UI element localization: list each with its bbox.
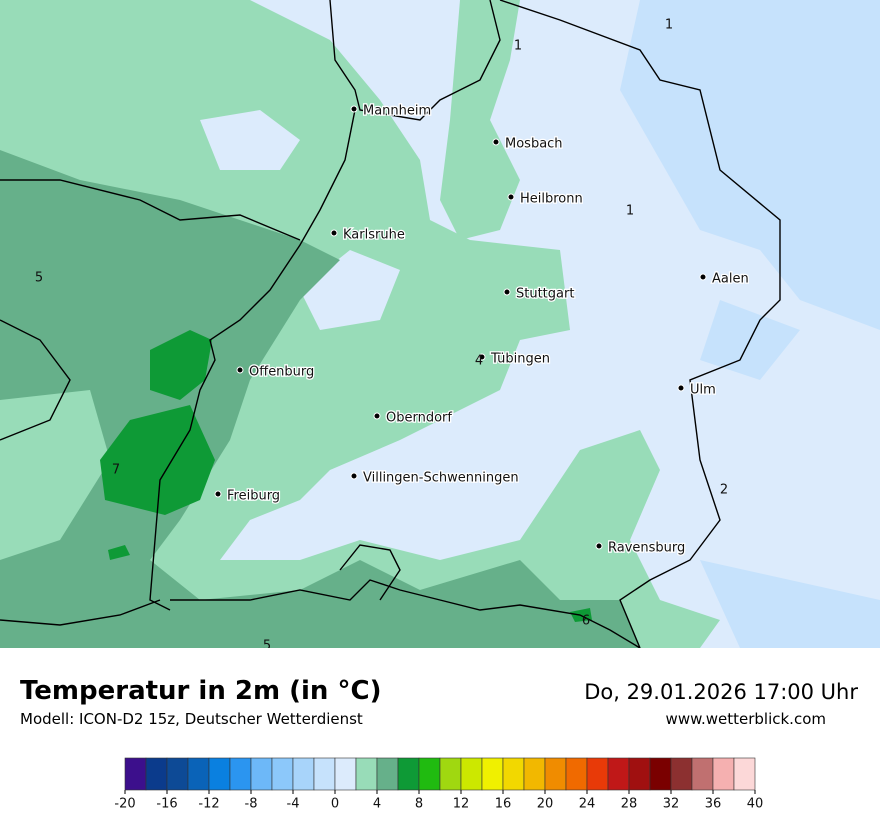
city-label: Offenburg — [249, 365, 314, 380]
colorbar-tick-label: 12 — [453, 797, 470, 812]
colorbar-bin — [292, 757, 315, 791]
colorbar-bin — [481, 757, 504, 791]
date: Do, 29.01.2026 17:00 Uhr — [584, 680, 858, 704]
colorbar-bin — [229, 757, 252, 791]
colorbar-bin — [124, 757, 147, 791]
website: www.wetterblick.com — [666, 710, 826, 728]
city-label: Mannheim — [363, 104, 431, 119]
colorbar-tick-label: 20 — [537, 797, 554, 812]
city-label: Oberndorf — [386, 411, 452, 426]
mild-area — [440, 0, 520, 240]
colorbar-bin — [145, 757, 168, 791]
map-labels: 1 1 1 5 4 7 2 5 6 — [35, 18, 728, 654]
contour-label: 1 — [514, 39, 522, 54]
city-label: Karlsruhe — [343, 228, 405, 243]
city-label: Stuttgart — [516, 287, 574, 302]
city-dot — [503, 288, 511, 296]
colorbar-bin — [607, 757, 630, 791]
city-dot — [350, 472, 358, 480]
colorbar-bin — [586, 757, 609, 791]
colorbar-tick-label: 8 — [415, 797, 423, 812]
contour-label: 6 — [582, 614, 590, 629]
borders — [0, 0, 781, 649]
colorbar-bin — [712, 757, 735, 791]
colorbar-bin — [691, 757, 714, 791]
colorbar-bin — [313, 757, 336, 791]
contour-label: 1 — [626, 204, 634, 219]
colorbar-bin — [502, 757, 525, 791]
city-label: Freiburg — [227, 489, 280, 504]
legend-panel — [0, 648, 880, 830]
city-label: Mosbach — [505, 137, 563, 152]
colorbar-bin — [523, 757, 546, 791]
contour-label: 5 — [263, 639, 271, 654]
contour-label: 2 — [720, 483, 728, 498]
colorbar-bin — [460, 757, 483, 791]
colorbar-bin — [355, 757, 378, 791]
contour-label: 1 — [665, 18, 673, 33]
colorbar: -20 -16 -12 -8 -4 0 4 8 12 16 20 24 28 32 36 40 — [114, 757, 764, 812]
colorbar-bin — [166, 757, 189, 791]
colorbar-tick-label: 24 — [579, 797, 596, 812]
colorbar-bin — [208, 757, 231, 791]
city-dot — [492, 138, 500, 146]
colorbar-bin — [187, 757, 210, 791]
colorbar-bin — [565, 757, 588, 791]
city-label: Aalen — [712, 272, 749, 287]
colorbar-tick-label: -8 — [245, 797, 258, 812]
model-info: Modell: ICON-D2 15z, Deutscher Wetterdie… — [20, 710, 363, 728]
city-dot — [330, 229, 338, 237]
city-label: Heilbronn — [520, 192, 583, 207]
colorbar-tick-label: 36 — [705, 797, 722, 812]
colorbar-bin — [250, 757, 273, 791]
colorbar-tick-label: 32 — [663, 797, 680, 812]
colorbar-tick-label: -20 — [114, 797, 135, 812]
city-label: Tübingen — [490, 352, 550, 367]
colorbar-bin — [544, 757, 567, 791]
contour-label: 7 — [112, 463, 120, 478]
city-dot — [699, 273, 707, 281]
colorbar-bin — [733, 757, 756, 791]
city-label: Villingen-Schwenningen — [363, 471, 519, 486]
colorbar-tick-label: -4 — [287, 797, 300, 812]
colorbar-tick-label: 0 — [331, 797, 339, 812]
city-dot — [373, 412, 381, 420]
warmest-area — [100, 330, 592, 622]
city-dot — [214, 490, 222, 498]
colorbar-bin — [439, 757, 462, 791]
warm-area — [0, 150, 640, 648]
title: Temperatur in 2m (in °C) — [20, 676, 381, 706]
city-dot — [507, 193, 515, 201]
city-dot — [350, 105, 358, 113]
mild-area — [0, 390, 110, 560]
colorbar-bin — [649, 757, 672, 791]
contour-label: 5 — [35, 271, 43, 286]
cooler-area — [620, 0, 880, 648]
colorbar-bin — [397, 757, 420, 791]
city-dot — [595, 542, 603, 550]
city-dot — [236, 366, 244, 374]
colorbar-tick-label: -16 — [156, 797, 177, 812]
colorbar-bin — [670, 757, 693, 791]
contour-label: 4 — [475, 354, 483, 369]
city-label: Ulm — [690, 383, 716, 398]
colorbar-tick-label: 16 — [495, 797, 512, 812]
colorbar-bin — [271, 757, 294, 791]
colorbar-tick-label: 40 — [747, 797, 764, 812]
city-dot — [478, 353, 486, 361]
colorbar-bin — [628, 757, 651, 791]
map: Mannheim Mosbach Heilbronn Karlsruhe Aalen St… — [0, 0, 880, 654]
colorbar-bin — [334, 757, 357, 791]
city-dot — [677, 384, 685, 392]
colorbar-bin — [376, 757, 399, 791]
cities: Mannheim Mosbach Heilbronn Karlsruhe Aalen St… — [214, 102, 750, 557]
colorbar-tick-label: -12 — [198, 797, 219, 812]
city-label: Ravensburg — [608, 541, 685, 556]
colorbar-tick-label: 4 — [373, 797, 381, 812]
colorbar-bin — [418, 757, 441, 791]
cold-patch — [200, 110, 400, 330]
colorbar-tick-label: 28 — [621, 797, 638, 812]
